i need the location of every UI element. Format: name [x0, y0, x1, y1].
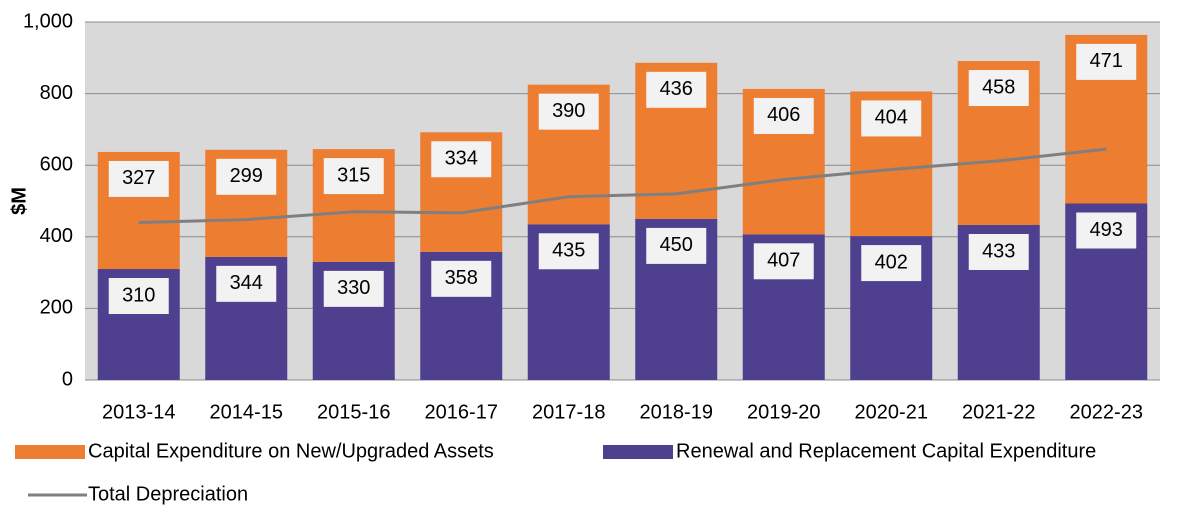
data-label: 327 — [122, 167, 155, 189]
x-tick-label: 2018-19 — [640, 401, 713, 423]
data-label: 358 — [445, 267, 478, 289]
label-box — [108, 278, 169, 315]
data-label: 402 — [875, 251, 908, 273]
label-box — [323, 158, 384, 195]
y-tick-label: 1,000 — [23, 10, 73, 32]
data-label: 404 — [875, 107, 908, 129]
label-box — [216, 158, 277, 195]
label-box — [538, 93, 599, 130]
legend-label: Renewal and Replacement Capital Expendit… — [676, 440, 1096, 462]
x-tick-label: 2014-15 — [210, 401, 283, 423]
y-tick-label: 600 — [40, 153, 73, 175]
data-label: 334 — [445, 148, 478, 170]
x-tick-label: 2013-14 — [102, 401, 175, 423]
label-box — [431, 141, 492, 178]
data-label: 458 — [982, 76, 1015, 98]
x-tick-label: 2017-18 — [532, 401, 605, 423]
x-tick-label: 2022-23 — [1070, 401, 1143, 423]
label-box — [108, 160, 169, 197]
data-label: 471 — [1090, 50, 1123, 72]
data-label: 436 — [660, 78, 693, 100]
data-label: 450 — [660, 234, 693, 256]
data-label: 493 — [1090, 219, 1123, 241]
label-box — [323, 270, 384, 307]
data-label: 344 — [230, 272, 263, 294]
label-box — [216, 265, 277, 302]
label-box — [1076, 43, 1137, 80]
label-box — [753, 243, 814, 280]
y-tick-label: 200 — [40, 297, 73, 319]
label-box — [538, 233, 599, 270]
x-tick-label: 2015-16 — [317, 401, 390, 423]
data-label: 390 — [552, 100, 585, 122]
data-label: 435 — [552, 240, 585, 262]
data-label: 299 — [230, 165, 263, 187]
data-label: 407 — [767, 250, 800, 272]
y-tick-label: 800 — [40, 82, 73, 104]
x-tick-label: 2016-17 — [425, 401, 498, 423]
label-box — [753, 97, 814, 134]
legend-label: Capital Expenditure on New/Upgraded Asse… — [88, 440, 494, 462]
legend-label: Total Depreciation — [88, 483, 248, 505]
label-box — [646, 227, 707, 264]
data-label: 406 — [767, 104, 800, 126]
label-box — [1076, 212, 1137, 249]
x-tick-label: 2019-20 — [747, 401, 820, 423]
depreciation-line — [138, 147, 1107, 224]
y-tick-label: 400 — [40, 225, 73, 247]
data-label: 433 — [982, 240, 1015, 262]
label-box — [968, 233, 1029, 270]
data-label: 310 — [122, 284, 155, 306]
y-tick-label: 0 — [62, 368, 73, 390]
y-axis-title: $M — [8, 187, 30, 215]
label-box — [431, 260, 492, 297]
label-box — [646, 71, 707, 108]
x-tick-label: 2021-22 — [962, 401, 1035, 423]
x-tick-label: 2020-21 — [855, 401, 928, 423]
legend-swatch — [15, 445, 85, 459]
legend-swatch — [603, 445, 673, 459]
data-label: 315 — [337, 164, 370, 186]
data-label: 330 — [337, 277, 370, 299]
label-box — [968, 70, 1029, 107]
label-box — [861, 245, 922, 282]
label-box — [861, 100, 922, 137]
